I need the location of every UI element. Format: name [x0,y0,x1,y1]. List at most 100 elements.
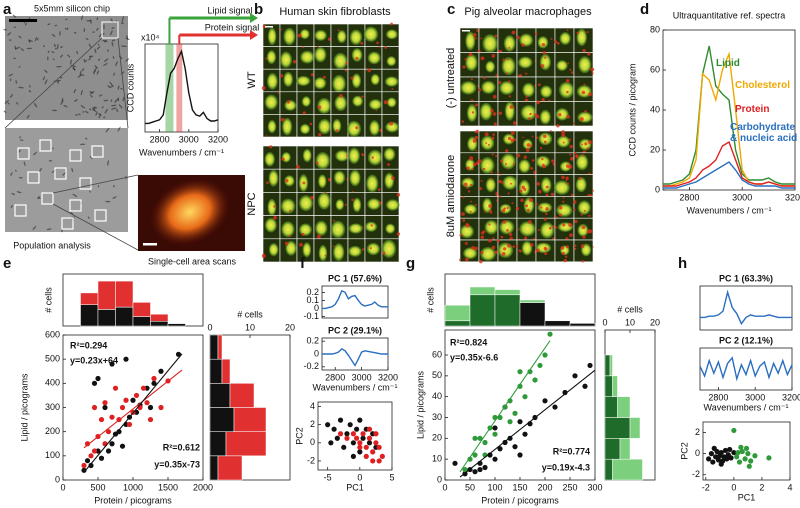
speck [107,160,109,166]
y-axis-label: CCD counts / picogram [627,63,637,156]
y-axis-label: # cells [43,287,53,313]
data-point [363,444,369,450]
cell-speck [480,37,483,40]
cell-image [348,223,363,234]
cell-image [559,161,572,172]
cell-speck [538,204,541,207]
speck [88,56,92,61]
cell-speck [507,192,510,195]
x-tick-label: 3000 [732,192,752,202]
cell-speck [480,251,484,255]
y-axis-label: PC2 [679,442,689,460]
cell-speck [490,171,493,174]
cell-image [384,172,395,189]
y-axis-label: # cells [425,287,435,313]
speck [15,80,17,84]
scale-bar [462,30,470,32]
cell-speck [464,241,468,245]
data-point [88,453,94,459]
cell-image [283,71,294,87]
data-point [472,435,478,441]
cell-image [348,147,360,164]
cell-image [559,32,571,45]
cell-speck [544,56,547,59]
panel-label: f [300,255,306,272]
x-tick-label: 3200 [785,192,800,202]
speck [37,37,39,41]
cell-speck [580,244,585,248]
cell-image [381,239,397,259]
cell-speck [498,195,501,198]
cell-speck [498,174,501,177]
data-point [357,449,363,455]
cell-speck [530,144,533,147]
chart-title: PC 2 (12.1%) [719,335,773,345]
cell-speck [582,235,586,239]
x-tick-label: 2800 [150,134,170,144]
cell-box [54,167,67,180]
data-point [472,452,478,458]
speck [103,24,105,30]
y-tick-label: 0.1 [306,295,319,305]
speck [28,39,31,44]
data-point [88,462,94,469]
cell-image [383,147,396,161]
speck [8,73,14,77]
speck [113,72,116,76]
cell-image [318,174,327,189]
data-point [123,356,129,362]
cell-image [281,221,295,238]
cell-speck [279,74,284,78]
cell-image [349,29,363,46]
cell-image [285,240,297,256]
cell-speck [540,206,543,209]
cell-box [69,149,82,162]
data-point [366,426,373,432]
speck [98,33,103,38]
spectrum-line [663,51,795,187]
speck [59,30,61,36]
cell-speck [302,181,306,185]
cell-speck [506,72,509,75]
speck [85,59,88,62]
cell-image [482,34,498,53]
y-tick-label: 600 [45,329,60,339]
cell-speck [561,130,565,134]
data-point [357,440,363,446]
cell-speck [586,229,591,234]
cell-image [576,28,588,47]
cell-image [366,242,381,256]
cell-speck [506,206,509,210]
cell-image [333,52,348,70]
cell-image [280,198,296,214]
x-tick-label: 3200 [208,134,228,144]
cell-image [267,198,277,216]
data-point [366,440,373,446]
data-point [731,449,737,456]
data-point [347,422,353,428]
cell-box [41,192,54,205]
speck [101,106,104,109]
hist-bar [519,299,546,303]
cell-speck [541,158,544,161]
speck [82,111,85,113]
y-tick-label: 20 [650,144,660,154]
data-point [746,463,752,469]
data-point [711,445,717,451]
x-tick-label: 3000 [179,134,199,144]
cell-speck [466,166,470,170]
cell-image [302,242,312,258]
speck [81,15,84,21]
cell-image [540,177,552,194]
cell-image [280,51,293,68]
data-point [517,419,523,425]
hist-bar [132,302,151,317]
data-point [452,460,458,466]
x-tick-label: 20 [285,322,295,332]
speck [15,46,21,50]
x-tick-label: 2000 [193,482,213,492]
speck [96,70,100,75]
cell-speck [574,244,577,248]
cell-image [482,197,493,214]
